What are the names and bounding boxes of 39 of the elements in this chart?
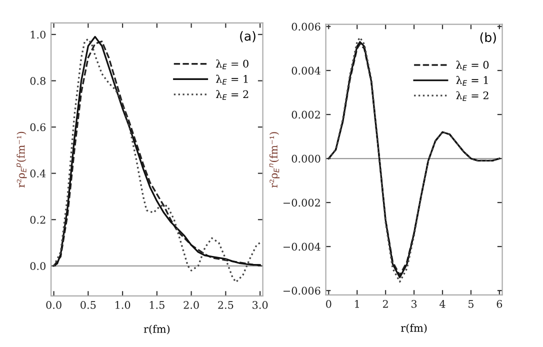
- x-tick-label: 0: [326, 300, 332, 308]
- y-tick-label: 0.8: [30, 76, 46, 85]
- y-tick-label: 0.002: [292, 110, 320, 119]
- y-tick-label: 0.6: [30, 123, 46, 132]
- annotation: (b): [480, 32, 496, 44]
- x-tick-label: 1.5: [150, 301, 164, 309]
- x-tick-label: 3.0: [252, 301, 268, 309]
- x-tick-label: 6: [496, 300, 502, 308]
- legend-label: λ$_{E}$ = 2: [456, 91, 488, 101]
- legend-label: λ$_{E}$ = 1: [456, 76, 488, 86]
- x-tick-label: 0.5: [80, 301, 96, 309]
- y-tick-label: 0.0: [30, 262, 46, 270]
- y-tick-label: 1.0: [30, 30, 46, 39]
- y-tick-label: −0.006: [283, 286, 320, 295]
- x-axis-title: r(fm): [400, 324, 427, 334]
- y-tick-label: −0.004: [283, 242, 320, 251]
- legend-label: λ$_{E}$ = 2: [216, 90, 248, 100]
- x-tick-label: 2.5: [218, 301, 234, 309]
- y-tick-label: 0.006: [292, 22, 320, 31]
- y-tick-label: 0.004: [292, 66, 320, 75]
- y-tick-label: 0.2: [30, 216, 46, 224]
- y-tick-label: 0.4: [30, 170, 46, 178]
- y-axis-title: r²ρ$_{E}$$^{n}$(fm⁻¹): [269, 132, 280, 188]
- x-tick-label: 4: [440, 300, 446, 308]
- legend-label: λ$_{E}$ = 0: [456, 60, 489, 70]
- x-tick-label: 2: [382, 300, 388, 308]
- y-tick-label: 0.000: [292, 154, 320, 163]
- y-axis-title: r²ρ$_{E}$$^{p}$(fm⁻¹): [16, 132, 27, 188]
- x-tick-label: 1: [355, 300, 359, 308]
- legend-label: λ$_{E}$ = 1: [216, 74, 248, 84]
- x-axis-title: r(fm): [144, 324, 170, 334]
- legend-label: λ$_{E}$ = 0: [216, 59, 248, 70]
- annotation: (a): [240, 31, 256, 42]
- x-tick-label: 0.0: [46, 301, 62, 309]
- x-tick-label: 1.0: [116, 301, 130, 309]
- x-tick-label: 5: [468, 300, 474, 308]
- x-tick-label: 2.0: [184, 301, 199, 309]
- y-tick-label: −0.002: [283, 198, 320, 207]
- x-tick-label: 3: [412, 300, 417, 308]
